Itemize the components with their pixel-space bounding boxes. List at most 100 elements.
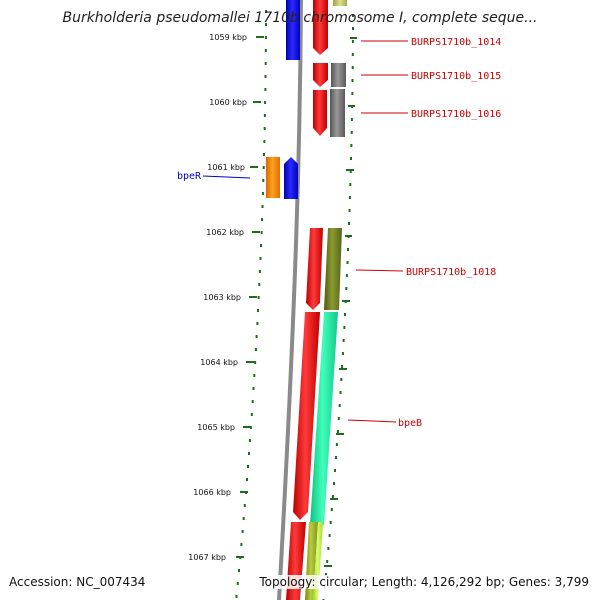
scale-dot: [264, 62, 267, 65]
tick-labels: 1059 kbp 1060 kbp 1061 kbp 1062 kbp 1063…: [188, 33, 247, 562]
scale-dot: [262, 166, 265, 169]
scale-dot: [325, 573, 327, 576]
gene-red-1015: [313, 63, 328, 87]
tick-label: 1065 kbp: [197, 423, 235, 432]
accession-text: Accession: NC_007434: [9, 575, 146, 589]
scale-dot: [265, 10, 267, 13]
scale-dot: [235, 595, 238, 598]
tick-label: 1059 kbp: [209, 33, 247, 42]
gene-label-burps1710b-1014: BURPS1710b_1014: [411, 37, 501, 48]
scale-dot: [352, 27, 354, 30]
scale-dot: [248, 439, 251, 442]
gene-blue-bper: [284, 157, 298, 199]
scale-dot: [339, 391, 342, 394]
tick-label: 1060 kbp: [209, 98, 247, 107]
scale-dot: [351, 92, 354, 95]
scale-dot: [241, 530, 244, 533]
scale-dot: [345, 274, 348, 277]
scale-dot: [252, 387, 255, 390]
scale-dot: [243, 504, 246, 507]
gene-blue: [286, 0, 300, 60]
gene-gray-1016: [330, 89, 345, 137]
gene-label-bpeb: bpeB: [398, 418, 422, 429]
reverse-strand-genes: [266, 0, 300, 199]
scale-dot: [342, 339, 345, 342]
scale-dot: [333, 482, 335, 485]
scale-dot: [254, 361, 257, 364]
gene-red-long: [293, 312, 320, 520]
scale-dot: [330, 508, 333, 511]
scale-dot: [238, 569, 240, 572]
scale-dot: [265, 23, 267, 26]
scale-dot: [264, 88, 267, 91]
scale-dot: [327, 547, 330, 550]
scale-dot: [328, 534, 331, 537]
scale-dot: [351, 66, 354, 69]
genome-backbone: [277, 0, 303, 600]
scale-dot: [335, 443, 338, 446]
connector-bper: [202, 175, 251, 179]
gene-orange: [266, 157, 280, 198]
scale-dot: [247, 465, 249, 468]
scale-dot: [348, 196, 351, 199]
scale-dot: [348, 209, 351, 212]
tick-label: 1062 kbp: [206, 228, 244, 237]
scale-dot: [351, 79, 354, 82]
scale-dot: [341, 365, 344, 368]
scale-dot: [260, 231, 263, 234]
scale-dot: [326, 560, 329, 563]
scale-dot: [263, 140, 266, 143]
scale-dot: [341, 352, 344, 355]
scale-dot: [251, 400, 254, 403]
gene-label-burps1710b-1015: BURPS1710b_1015: [411, 71, 501, 82]
scale-dot: [263, 153, 265, 156]
scale-dot: [256, 322, 259, 325]
scale-dot: [338, 404, 341, 407]
scale-dot: [261, 192, 264, 195]
scale-dot: [242, 517, 245, 520]
scale-dot: [345, 287, 348, 290]
scale-dot: [352, 14, 354, 17]
scale-dot: [257, 296, 260, 299]
scale-dot: [336, 430, 339, 433]
scale-dot: [264, 101, 267, 104]
gene-gray-1015: [331, 63, 346, 87]
scale-dot: [263, 114, 266, 117]
scale-dot: [236, 582, 239, 585]
scale-dot: [350, 131, 353, 134]
gene-label-burps1710b-1018: BURPS1710b_1018: [406, 267, 496, 278]
scale-dot: [347, 248, 349, 251]
scale-dot: [343, 326, 346, 329]
scale-dot: [264, 49, 267, 52]
tick-label: 1063 kbp: [203, 293, 241, 302]
scale-dot: [250, 413, 253, 416]
scale-dot: [240, 543, 243, 546]
scale-dot: [335, 456, 337, 459]
major-ticks: [236, 36, 357, 567]
scale-dot: [334, 469, 336, 472]
scale-dot: [264, 75, 267, 78]
gene-red-1018: [306, 228, 323, 310]
map-title: Burkholderia pseudomallei 1710b chromoso…: [62, 10, 538, 26]
scale-dot: [258, 270, 261, 273]
gene-yellow: [333, 0, 347, 6]
connector-1018: [355, 269, 404, 272]
scale-dot: [340, 378, 343, 381]
label-connectors: [202, 40, 408, 423]
scale-dot: [263, 127, 266, 130]
connector-bpeb: [347, 419, 397, 423]
scale-dot: [349, 170, 352, 173]
scale-dot: [349, 183, 352, 186]
tick-label: 1064 kbp: [200, 358, 238, 367]
scale-dot: [248, 452, 250, 455]
topology-text: Topology: circular; Length: 4,126,292 bp…: [257, 575, 589, 589]
scale-dot: [344, 313, 346, 316]
scale-dot: [261, 218, 263, 221]
gene-label-bper: bpeR: [177, 171, 202, 182]
tick-label: 1061 kbp: [207, 163, 245, 172]
scale-dot: [261, 205, 264, 208]
scale-dot: [350, 118, 353, 121]
gene-teal-bpeb: [310, 312, 338, 525]
scale-dot: [331, 495, 334, 498]
